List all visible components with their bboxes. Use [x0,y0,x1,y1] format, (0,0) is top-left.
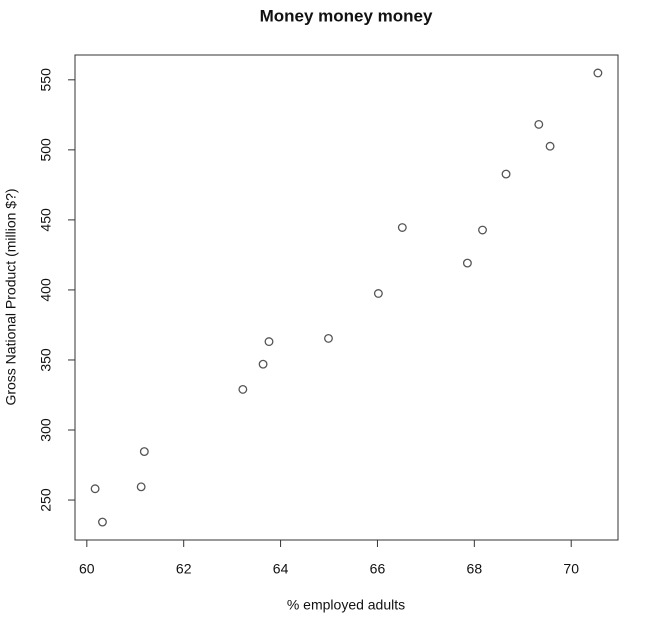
x-tick-label: 66 [370,561,386,577]
y-axis-label: Gross National Product (million $?) [3,188,19,405]
point [238,384,248,394]
point [136,482,146,492]
y-tick-label: 450 [38,208,54,232]
point [98,517,107,527]
point [373,289,383,298]
plot-frame [74,54,619,541]
x-tick-label: 60 [79,561,95,577]
point [593,68,603,78]
point [324,333,333,343]
point [534,119,544,129]
x-tick-label: 68 [467,561,483,577]
point [545,141,555,151]
point [258,359,268,369]
y-tick-label: 250 [38,488,54,512]
point [90,484,100,494]
point [501,169,511,179]
x-tick-label: 70 [563,561,579,577]
y-tick-label: 550 [38,68,54,92]
point [478,225,487,235]
y-tick-label: 400 [38,278,54,302]
point [462,258,472,268]
x-axis-label: % employed adults [287,597,405,613]
y-tick-label: 350 [38,348,54,372]
x-tick-label: 62 [176,561,192,577]
y-tick-label: 500 [38,138,54,162]
y-tick-label: 300 [38,418,54,442]
point [139,447,149,457]
chart-title: Money money money [260,6,433,25]
point [397,223,407,232]
point [264,337,274,347]
x-tick-label: 64 [273,561,289,577]
